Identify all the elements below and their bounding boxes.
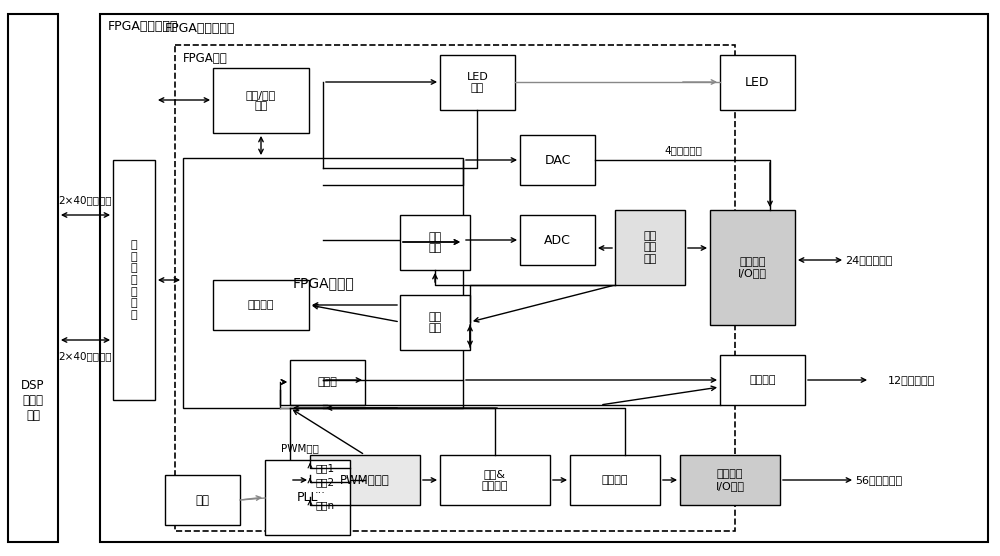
Text: 故障捕获: 故障捕获 [248, 300, 274, 310]
Text: 读写/地址
控制: 读写/地址 控制 [246, 90, 276, 111]
Text: 2×40并行总线: 2×40并行总线 [58, 351, 112, 361]
Text: 2×40并行总线: 2×40并行总线 [58, 195, 112, 205]
Bar [520, 215, 595, 265]
Text: PLL: PLL [297, 491, 318, 504]
Text: 死区&
换流控制: 死区& 换流控制 [482, 469, 508, 491]
Text: LED: LED [745, 76, 770, 89]
Bar [100, 14, 988, 542]
Bar [440, 55, 515, 110]
Bar [183, 158, 463, 408]
Bar [570, 455, 660, 505]
Text: 板
至
板
并
行
接
口: 板 至 板 并 行 接 口 [131, 240, 137, 320]
Text: 时钟2: 时钟2 [315, 477, 334, 487]
Text: 模拟信号
I/O接口: 模拟信号 I/O接口 [738, 257, 767, 279]
Text: DSP
控制电
路板: DSP 控制电 路板 [21, 379, 45, 421]
Text: FPGA寄存器: FPGA寄存器 [292, 276, 354, 290]
Text: 电平转换: 电平转换 [602, 475, 628, 485]
Text: 56路数字信号: 56路数字信号 [855, 475, 902, 485]
Bar [290, 360, 365, 405]
Text: PWM发生器: PWM发生器 [340, 474, 390, 486]
Bar [720, 355, 805, 405]
Bar [310, 455, 420, 505]
Bar [520, 135, 595, 185]
Bar [400, 295, 470, 350]
Bar [213, 68, 309, 133]
Bar [720, 55, 795, 110]
Text: LED
接口: LED 接口 [467, 72, 488, 93]
Text: 越限
检测: 越限 检测 [428, 312, 442, 333]
Text: FPGA芯片: FPGA芯片 [183, 52, 228, 64]
Text: 时钟1: 时钟1 [315, 463, 334, 473]
Text: 看门狗: 看门狗 [318, 378, 337, 388]
Bar [440, 455, 550, 505]
Bar [710, 210, 795, 325]
Text: ADC: ADC [544, 234, 571, 246]
Bar [113, 160, 155, 400]
Bar [8, 14, 58, 542]
Bar [680, 455, 780, 505]
Bar [165, 475, 240, 525]
Text: 4路模拟信号: 4路模拟信号 [664, 145, 702, 155]
Bar [615, 210, 685, 285]
Text: FPGA控制电路板: FPGA控制电路板 [165, 22, 235, 34]
Text: 数字信号
I/O接口: 数字信号 I/O接口 [716, 469, 744, 491]
Text: 开路
检测: 开路 检测 [428, 232, 442, 254]
Text: 信号
调理
电路: 信号 调理 电路 [643, 231, 657, 264]
Bar [175, 45, 735, 531]
Text: 时钟n: 时钟n [315, 500, 334, 510]
Text: 12路光纤信号: 12路光纤信号 [888, 375, 935, 385]
Text: ···: ··· [315, 488, 326, 498]
Text: 晶振: 晶振 [196, 494, 210, 507]
Text: 光纤接口: 光纤接口 [749, 375, 776, 385]
Text: FPGA控制电路板: FPGA控制电路板 [108, 19, 178, 32]
Text: 24路模拟信号: 24路模拟信号 [845, 255, 892, 265]
Bar [400, 215, 470, 270]
Bar [265, 460, 350, 535]
Text: PWM中断: PWM中断 [281, 443, 319, 453]
Bar [213, 280, 309, 330]
Text: DAC: DAC [544, 153, 571, 166]
